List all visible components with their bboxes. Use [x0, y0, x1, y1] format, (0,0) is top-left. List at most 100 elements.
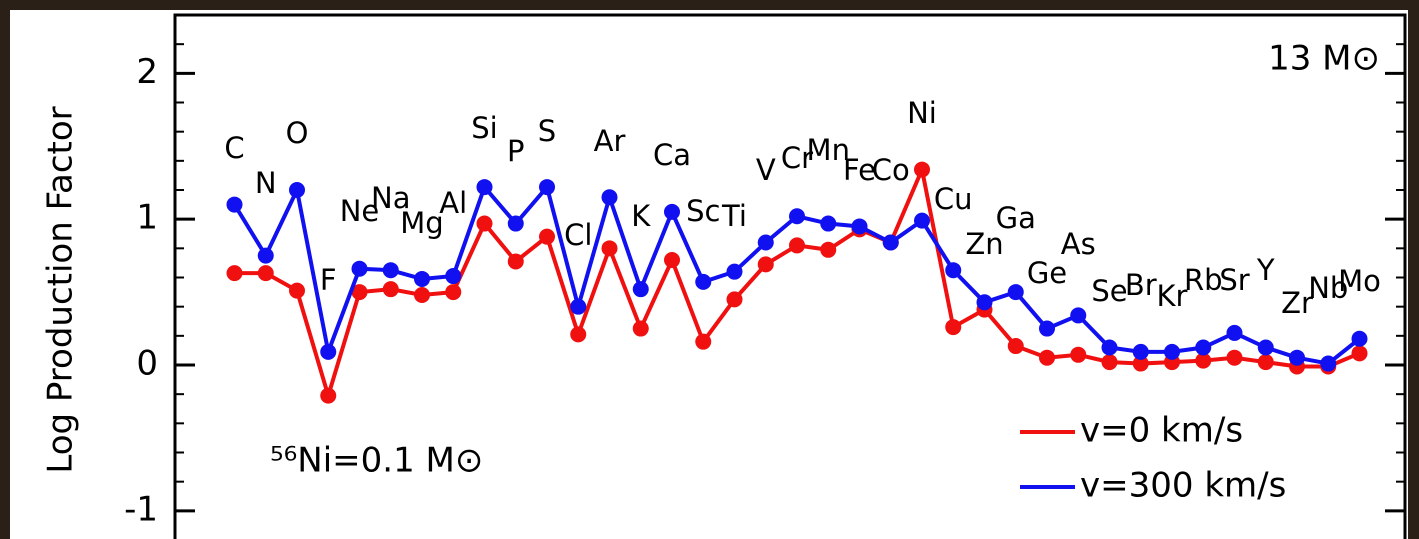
- data-point: [476, 215, 493, 232]
- element-label: Ca: [653, 138, 691, 172]
- element-label: C: [224, 131, 244, 165]
- data-point: [632, 281, 649, 298]
- data-point: [1195, 352, 1212, 369]
- data-point: [945, 262, 962, 279]
- element-label: Se: [1091, 274, 1127, 308]
- data-point: [507, 215, 524, 232]
- element-label: Cr: [781, 141, 813, 175]
- element-label: Ge: [1027, 256, 1067, 290]
- data-point: [1132, 343, 1149, 360]
- data-point: [1070, 307, 1087, 324]
- data-point: [539, 179, 555, 196]
- data-point: [726, 291, 743, 308]
- data-point: [351, 284, 368, 301]
- chart-title: 13 M⊙: [1268, 39, 1380, 79]
- element-label: S: [538, 114, 556, 148]
- data-point: [664, 252, 680, 268]
- data-point: [789, 208, 805, 225]
- data-point: [226, 265, 243, 282]
- data-point: [382, 262, 399, 279]
- data-point: [257, 265, 274, 282]
- data-point: [914, 212, 930, 229]
- data-point: [289, 182, 305, 198]
- data-point: [1007, 284, 1024, 301]
- element-label: Y: [1256, 253, 1275, 287]
- data-point: [226, 196, 243, 213]
- data-point: [601, 240, 618, 257]
- data-point: [1289, 349, 1305, 366]
- data-point: [1039, 349, 1055, 366]
- element-label: Cu: [934, 182, 973, 216]
- data-point: [445, 268, 462, 285]
- data-point: [320, 343, 337, 360]
- data-point: [695, 333, 712, 350]
- data-point: [570, 298, 587, 315]
- y-axis-label: Log Production Factor: [41, 106, 81, 473]
- element-label: Co: [872, 153, 910, 187]
- data-point: [1132, 355, 1149, 372]
- data-point: [1164, 343, 1180, 360]
- element-label: Sc: [686, 194, 720, 228]
- data-point: [539, 228, 555, 245]
- data-point: [820, 215, 837, 232]
- data-point: [914, 161, 930, 178]
- element-label: K: [631, 199, 651, 233]
- element-label: As: [1061, 227, 1096, 261]
- data-point: [945, 319, 962, 336]
- element-label: Zn: [965, 227, 1003, 261]
- data-point: [1101, 339, 1118, 356]
- data-point: [1039, 320, 1055, 337]
- element-label: Ga: [996, 201, 1036, 235]
- element-label: Mn: [807, 133, 850, 167]
- data-point: [507, 253, 524, 270]
- data-point: [789, 237, 805, 254]
- data-point: [351, 260, 368, 277]
- data-point: [882, 234, 899, 251]
- data-point: [414, 270, 430, 287]
- data-point: [257, 247, 274, 264]
- element-label: Mo: [1338, 264, 1381, 298]
- data-point: [1070, 346, 1087, 363]
- data-point: [1226, 324, 1243, 341]
- element-label: Sr: [1219, 263, 1249, 297]
- legend-label: v=300 km/s: [1080, 466, 1286, 506]
- element-label: Fe: [843, 153, 876, 187]
- data-point: [289, 282, 305, 299]
- element-label: Ni: [907, 96, 937, 130]
- data-point: [445, 284, 462, 301]
- element-label: Rb: [1184, 263, 1223, 297]
- data-point: [1257, 339, 1274, 356]
- element-label: Ne: [340, 194, 380, 228]
- element-label: O: [286, 116, 309, 150]
- y-tick-label: -1: [124, 489, 158, 529]
- data-point: [1351, 330, 1368, 347]
- data-point: [382, 281, 399, 298]
- element-label: N: [255, 166, 277, 200]
- element-label: Ar: [594, 124, 626, 158]
- element-label: V: [756, 153, 776, 187]
- element-label: Mg: [400, 206, 443, 240]
- data-point: [1351, 345, 1368, 362]
- y-tick-label: 2: [136, 52, 158, 92]
- data-point: [1320, 355, 1337, 372]
- data-point: [695, 273, 712, 290]
- element-label: Al: [439, 186, 467, 220]
- element-label: Zr: [1281, 286, 1313, 320]
- data-point: [1257, 354, 1274, 371]
- data-point: [601, 189, 618, 206]
- element-label: Kr: [1157, 279, 1188, 313]
- element-label: P: [507, 134, 525, 168]
- data-point: [476, 179, 493, 196]
- legend-label: v=0 km/s: [1080, 411, 1243, 451]
- element-label: Nb: [1308, 271, 1348, 305]
- element-label: Ti: [721, 199, 747, 233]
- data-point: [414, 287, 430, 303]
- data-point: [820, 241, 837, 258]
- data-point: [976, 294, 993, 311]
- data-point: [1226, 349, 1243, 366]
- data-point: [851, 218, 868, 235]
- y-tick-label: 0: [136, 344, 158, 384]
- data-point: [726, 263, 743, 280]
